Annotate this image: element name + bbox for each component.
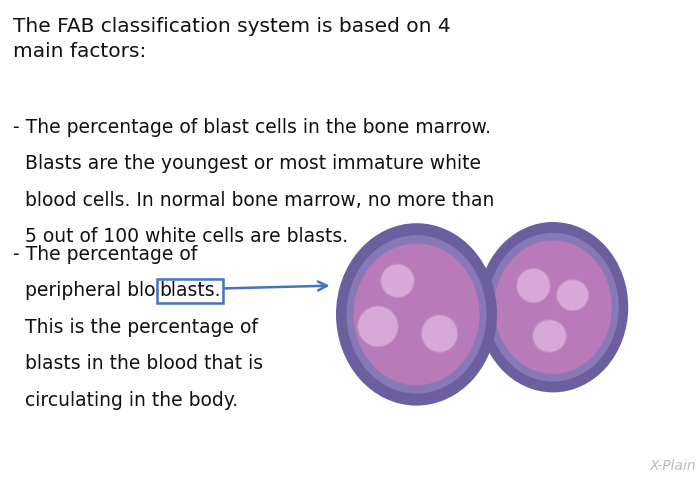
Ellipse shape [533, 320, 566, 352]
Text: circulating in the body.: circulating in the body. [13, 391, 238, 410]
Text: - The percentage of blast cells in the bone marrow.: - The percentage of blast cells in the b… [13, 118, 491, 137]
Text: blasts in the blood that is: blasts in the blood that is [13, 354, 262, 373]
Ellipse shape [494, 240, 612, 374]
Ellipse shape [487, 233, 619, 382]
Text: - The percentage of: - The percentage of [13, 245, 197, 264]
Ellipse shape [517, 268, 550, 303]
Text: Blasts are the youngest or most immature white: Blasts are the youngest or most immature… [13, 154, 481, 173]
Text: The FAB classification system is based on 4
main factors:: The FAB classification system is based o… [13, 17, 450, 61]
Text: blasts.: blasts. [159, 281, 220, 300]
Ellipse shape [421, 315, 458, 352]
Text: X-Plain: X-Plain [650, 459, 696, 473]
Ellipse shape [336, 223, 497, 406]
Ellipse shape [477, 222, 629, 393]
Text: 5 out of 100 white cells are blasts.: 5 out of 100 white cells are blasts. [13, 227, 348, 246]
Ellipse shape [556, 279, 589, 311]
Text: peripheral blood: peripheral blood [13, 281, 184, 300]
Ellipse shape [354, 244, 480, 385]
Ellipse shape [381, 264, 414, 298]
Ellipse shape [358, 306, 398, 347]
Text: This is the percentage of: This is the percentage of [13, 318, 258, 337]
Ellipse shape [346, 235, 486, 394]
Text: blood cells. In normal bone marrow, no more than: blood cells. In normal bone marrow, no m… [13, 191, 494, 210]
